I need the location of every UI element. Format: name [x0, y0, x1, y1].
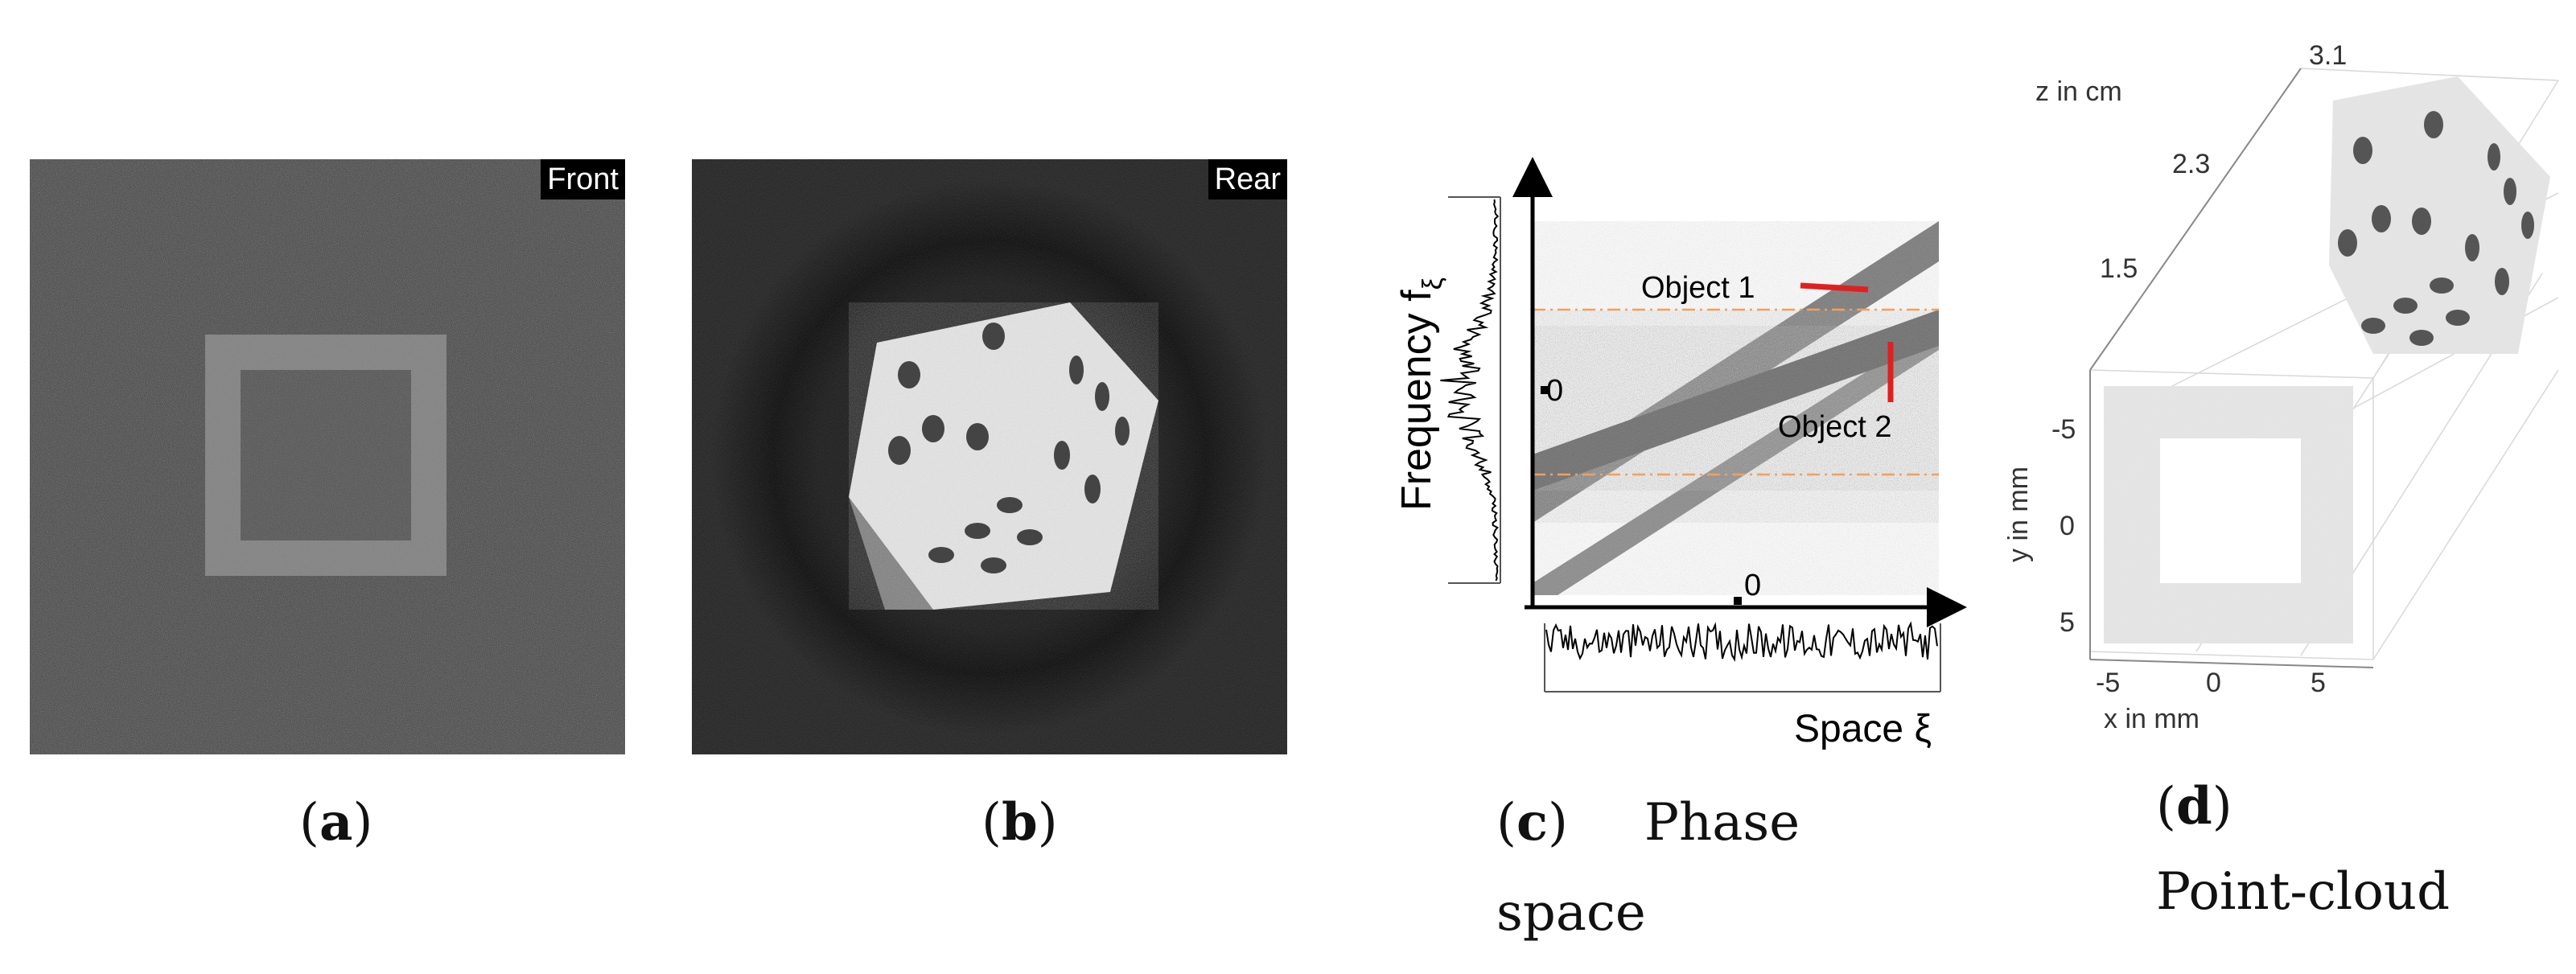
front-tag: Front	[541, 159, 625, 199]
x-tick-2: 0	[2206, 668, 2221, 698]
z-tick-2: 2.3	[2172, 149, 2211, 179]
panel-d: z in cm 3.1 2.3 1.5 -5 0 5 y in mm -5 0 …	[1995, 32, 2574, 756]
y-axis-label: y in mm	[2003, 466, 2034, 562]
x-tick-1: -5	[2096, 668, 2121, 698]
x-axis-label: x in mm	[2104, 704, 2199, 734]
panel-b: Rear	[692, 159, 1287, 754]
object1-marker	[1800, 282, 1869, 293]
caption-d: (d)	[2156, 776, 2232, 836]
y-tick-2: 0	[2060, 511, 2075, 541]
z-axis-label: z in cm	[2035, 76, 2122, 107]
y-tick-1: -5	[2051, 414, 2076, 445]
z-tick-3: 1.5	[2100, 253, 2138, 284]
phase-bands	[1533, 221, 1939, 595]
caption-c: (c) Phase	[1496, 792, 1800, 853]
panel-c: 0 0 Object 1 Object 2 Space ξ Frequency …	[1360, 145, 1971, 764]
caption-d-line2: Point-cloud	[2156, 862, 2450, 922]
y-tick-3: 5	[2060, 607, 2075, 638]
x-tick-3: 5	[2311, 668, 2326, 698]
rear-tag: Rear	[1208, 159, 1287, 199]
z-tick-1: 3.1	[2309, 40, 2348, 71]
x-zero-label: 0	[1744, 569, 1761, 602]
caption-a: (a)	[299, 792, 373, 853]
y-zero-label: 0	[1546, 374, 1563, 408]
y-axis-label: Frequency fξ	[1393, 277, 1448, 511]
panel-a: Front	[30, 159, 625, 754]
front-speckle-image	[30, 159, 625, 754]
dice-shape	[849, 302, 1158, 610]
caption-c-line2: space	[1496, 883, 1646, 943]
x-axis-label: Space ξ	[1794, 708, 1932, 750]
caption-b: (b)	[981, 792, 1058, 853]
dice-point-cloud	[2329, 76, 2550, 354]
frequency-histogram	[1440, 196, 1501, 584]
object2-label: Object 2	[1778, 410, 1892, 444]
space-histogram	[1544, 621, 1941, 692]
object1-label: Object 1	[1641, 271, 1755, 305]
square-point-cloud	[2104, 386, 2353, 643]
rear-dice-image	[692, 159, 1287, 754]
